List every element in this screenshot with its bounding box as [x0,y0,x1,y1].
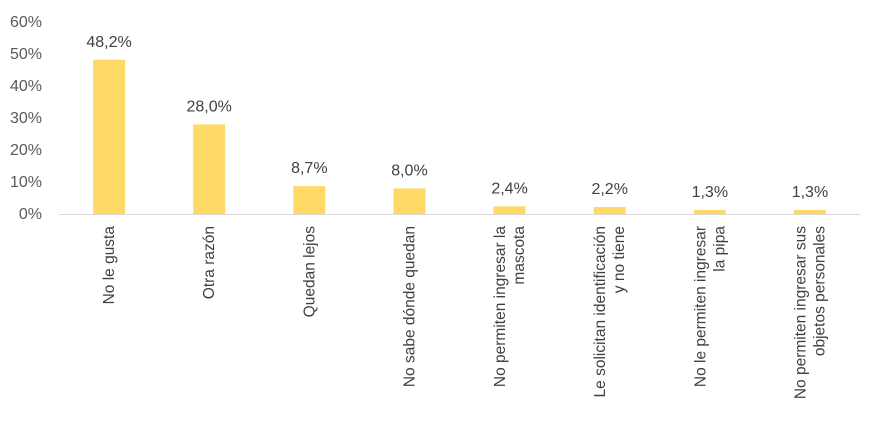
bar [693,209,726,214]
bar [93,59,126,215]
bar [293,186,326,214]
y-tick-label: 30% [10,110,42,127]
bar [793,209,826,214]
category-label: No sabe dónde quedan [401,226,418,387]
data-label: 8,0% [391,162,427,179]
category-label-line: No permiten ingresar la [492,226,509,387]
data-label: 48,2% [86,34,131,51]
category-label-line: No sabe dónde quedan [401,226,418,387]
category-label: No permiten ingresar sus objetos personal… [792,226,828,399]
data-label: 2,4% [491,180,527,197]
data-label: 2,2% [591,181,627,198]
bars [93,59,826,215]
category-label: Otra razón [201,226,218,299]
category-label-line: No le permiten ingresar [692,226,709,387]
category-label-line: No permiten ingresar sus [792,226,809,399]
y-tick-label: 50% [10,46,42,63]
data-label: 8,7% [291,160,327,177]
category-label-line: Otra razón [201,226,218,299]
category-label-line: Quedan lejos [301,226,318,318]
y-tick-label: 0% [19,206,42,223]
category-label-line: Le solicitan identificación [592,226,609,397]
data-label: 1,3% [692,184,728,201]
y-axis: 0% 10% 20% 30% 40% 50% 60% [10,14,42,223]
category-label-line: objetos personales [811,226,828,356]
y-tick-label: 40% [10,78,42,95]
category-label: No le permiten ingresar la pipa [692,226,728,387]
data-labels: 48,2% 28,0% 8,7% 8,0% 2,4% 2,2% 1,3% 1,3% [86,34,828,201]
data-label: 1,3% [792,184,828,201]
bar [593,206,626,214]
y-tick-label: 20% [10,142,42,159]
category-label: No le gusta [101,226,118,305]
category-label: Quedan lejos [301,226,318,318]
bar [393,188,426,214]
category-label-line: y no tiene [611,226,628,293]
category-label-line: No le gusta [101,226,118,305]
data-label: 28,0% [187,98,232,115]
category-label: No permiten ingresar la mascota [492,226,528,387]
bar [493,206,526,214]
y-tick-label: 60% [10,14,42,31]
category-label-line: la pipa [711,226,728,272]
category-labels: No le gusta Otra razón Quedan lejos No sabe… [101,226,828,400]
category-label-line: mascota [511,226,528,285]
bar [193,124,226,214]
y-tick-label: 10% [10,174,42,191]
category-label: Le solicitan identificación y no tiene [592,226,628,397]
